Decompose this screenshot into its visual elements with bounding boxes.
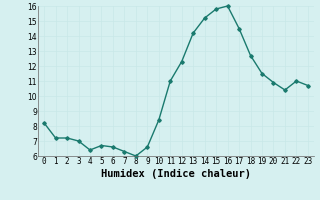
X-axis label: Humidex (Indice chaleur): Humidex (Indice chaleur) [101, 169, 251, 179]
